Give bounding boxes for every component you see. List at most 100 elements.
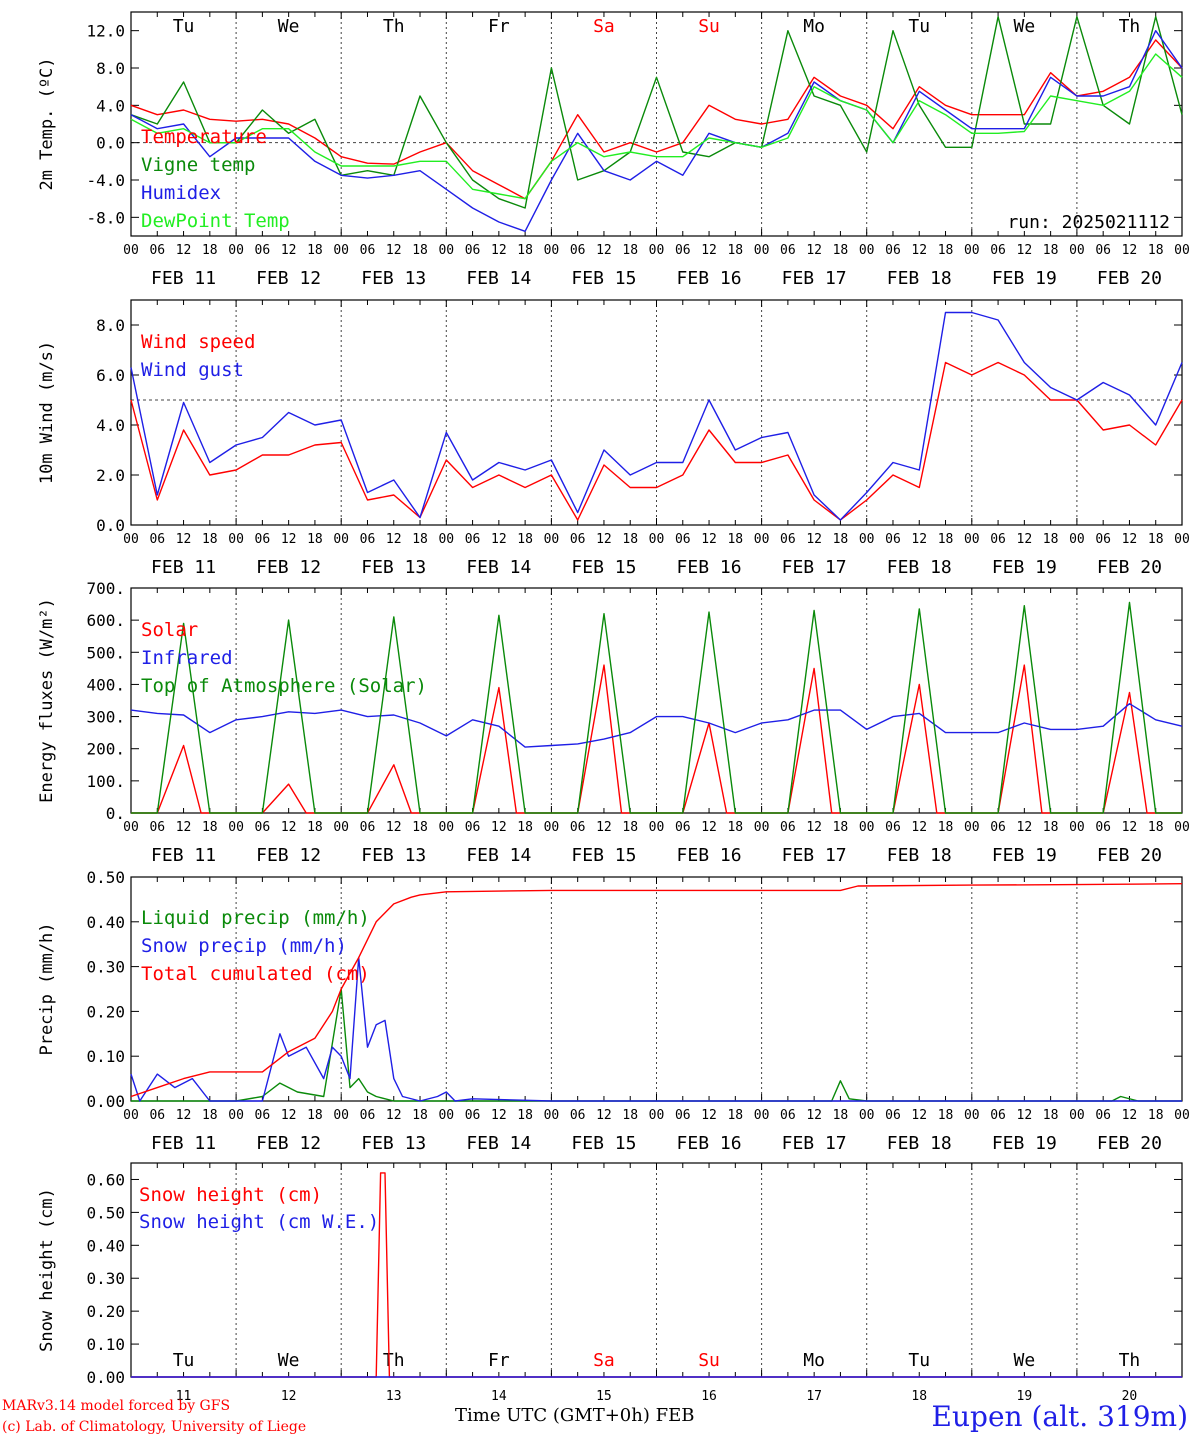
date-label: FEB 20 (1097, 845, 1162, 866)
hour-tick-label: 00 (228, 1108, 244, 1123)
day-number-label: 15 (596, 1389, 612, 1404)
y-tick-label: 0.20 (86, 1002, 125, 1021)
hour-tick-label: 12 (386, 820, 402, 835)
legend-entry: DewPoint Temp (141, 210, 290, 232)
panel-5: 0.00 0.10 0.20 0.30 0.40 0.50 0.60 Snow height … (37, 1162, 1183, 1404)
hour-tick-label: 00 (859, 532, 875, 547)
hour-tick-label: 00 (1174, 243, 1190, 258)
y-tick-label: 0.10 (86, 1335, 125, 1354)
hour-tick-label: 06 (149, 820, 165, 835)
hour-tick-label: 18 (938, 820, 954, 835)
series-line-1 (130, 39, 1183, 200)
series-line-2 (130, 703, 1183, 748)
legend-entry: Temperature (141, 126, 267, 148)
y-axis-title: Energy fluxes (W/m²) (37, 598, 57, 803)
series-line-2 (130, 311, 1183, 521)
weekday-label: Su (698, 1350, 720, 1371)
weekday-label: Sa (593, 16, 615, 37)
hour-tick-label: 06 (465, 820, 481, 835)
hour-tick-label: 18 (412, 820, 428, 835)
panel-4: 0.00 0.10 0.20 0.30 0.40 0.50 Precip (mm/h) 00 0… (37, 868, 1190, 1154)
hour-tick-label: 12 (701, 243, 717, 258)
hour-tick-label: 06 (1095, 532, 1111, 547)
weekday-label: Mo (803, 1350, 825, 1371)
legend-entry: Vigne temp (141, 154, 255, 176)
hour-tick-label: 12 (596, 243, 612, 258)
series-line-2 (130, 16, 1183, 209)
hour-tick-label: 06 (780, 820, 796, 835)
weekday-label: Th (1119, 1350, 1141, 1371)
hour-tick-label: 06 (990, 1108, 1006, 1123)
hour-tick-label: 06 (1095, 1108, 1111, 1123)
hour-tick-label: 18 (727, 532, 743, 547)
date-label: FEB 20 (1097, 557, 1162, 578)
hour-tick-label: 12 (491, 532, 507, 547)
hour-tick-label: 12 (596, 820, 612, 835)
hour-tick-label: 18 (833, 1108, 849, 1123)
hour-tick-label: 12 (911, 820, 927, 835)
hour-tick-label: 00 (228, 243, 244, 258)
hour-tick-label: 06 (675, 820, 691, 835)
series-line-2 (130, 956, 1182, 1102)
hour-tick-label: 18 (517, 820, 533, 835)
hour-tick-label: 00 (438, 532, 454, 547)
date-label: FEB 19 (992, 268, 1057, 289)
y-tick-label: 400. (86, 675, 125, 694)
hour-tick-label: 00 (649, 1108, 665, 1123)
hour-tick-label: 00 (123, 243, 139, 258)
hour-tick-label: 12 (176, 820, 192, 835)
hour-tick-label: 00 (438, 243, 454, 258)
hour-tick-label: 06 (570, 1108, 586, 1123)
weekday-label: Fr (488, 16, 510, 37)
hour-tick-label: 06 (360, 532, 376, 547)
hour-tick-label: 18 (833, 532, 849, 547)
time-axis-caption: Time UTC (GMT+0h) FEB (455, 1405, 695, 1426)
day-number-label: 17 (806, 1389, 822, 1404)
weekday-label: Th (383, 1350, 405, 1371)
hour-tick-label: 00 (754, 243, 770, 258)
y-tick-label: 0.30 (86, 958, 125, 977)
y-tick-label: 0.0 (96, 516, 125, 535)
y-tick-label: 0.00 (86, 1368, 125, 1387)
series-line-1 (131, 988, 1182, 1102)
hour-tick-label: 06 (570, 820, 586, 835)
weekday-label: Fr (488, 1350, 510, 1371)
day-number-label: 13 (386, 1389, 402, 1404)
lab-credit: (c) Lab. of Climatology, University of L… (2, 1419, 307, 1435)
hour-tick-label: 00 (754, 1108, 770, 1123)
weekday-label: Tu (908, 1350, 930, 1371)
hour-tick-label: 18 (517, 532, 533, 547)
date-label: FEB 15 (571, 268, 636, 289)
hour-tick-label: 00 (333, 532, 349, 547)
hour-tick-label: 12 (806, 532, 822, 547)
hour-tick-label: 18 (1148, 1108, 1164, 1123)
date-label: FEB 11 (151, 845, 216, 866)
station-name: Eupen (alt. 319m) (931, 1400, 1188, 1433)
hour-tick-label: 00 (1174, 532, 1190, 547)
hour-tick-label: 00 (123, 1108, 139, 1123)
hour-tick-label: 00 (964, 243, 980, 258)
date-label: FEB 11 (151, 1133, 216, 1154)
date-label: FEB 14 (466, 845, 531, 866)
hour-tick-label: 18 (727, 1108, 743, 1123)
hour-tick-label: 18 (1043, 820, 1059, 835)
hour-tick-label: 06 (675, 532, 691, 547)
hour-tick-label: 18 (412, 532, 428, 547)
y-tick-label: 300. (86, 708, 125, 727)
date-label: FEB 18 (887, 1133, 952, 1154)
hour-tick-label: 06 (149, 243, 165, 258)
hour-tick-label: 18 (202, 1108, 218, 1123)
hour-tick-label: 00 (544, 532, 560, 547)
hour-tick-label: 18 (517, 243, 533, 258)
date-label: FEB 16 (677, 268, 742, 289)
hour-tick-label: 12 (701, 532, 717, 547)
y-tick-label: 4.0 (96, 96, 125, 115)
y-tick-label: 0.60 (86, 1170, 125, 1189)
y-tick-label: 500. (86, 643, 125, 662)
date-label: FEB 12 (256, 1133, 321, 1154)
hour-tick-label: 12 (281, 1108, 297, 1123)
hour-tick-label: 06 (360, 1108, 376, 1123)
y-tick-label: 0.0 (96, 134, 125, 153)
y-tick-label: 0.20 (86, 1302, 125, 1321)
hour-tick-label: 12 (806, 820, 822, 835)
